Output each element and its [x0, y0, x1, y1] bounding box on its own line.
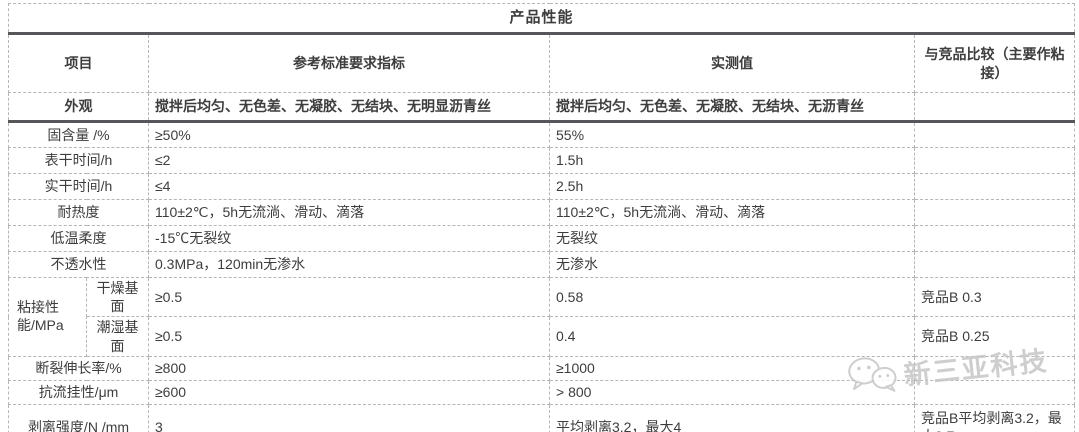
- table-row-solid-content: 固含量 /% ≥50% 55%: [8, 121, 1076, 148]
- row-label: 低温柔度: [8, 225, 149, 252]
- standard-value: ≤2: [148, 147, 550, 174]
- measured-value: 2.5h: [549, 173, 915, 200]
- column-header-standard: 参考标准要求指标: [148, 33, 550, 93]
- row-label: 表干时间/h: [8, 147, 149, 174]
- row-label: 不透水性: [8, 251, 149, 278]
- comparison-value: [913, 92, 1076, 123]
- measured-value: 0.58: [549, 276, 915, 318]
- table-row-hard-dry-time: 实干时间/h ≤4 2.5h: [8, 173, 1076, 200]
- standard-value: ≥50%: [148, 121, 550, 148]
- row-label: 耐热度: [8, 199, 149, 226]
- measured-value: 无渗水: [549, 251, 915, 278]
- sub-row-label: 潮湿基面: [86, 316, 149, 357]
- comparison-value: 竞品B平均剥离3.2，最大3.7: [913, 403, 1076, 432]
- comparison-value: [913, 355, 1076, 381]
- standard-value: ≥800: [148, 355, 550, 381]
- standard-value: ≤4: [148, 173, 550, 200]
- comparison-value: [913, 379, 1076, 405]
- table-row-peel-strength: 剥离强度/N /mm 3 平均剥离3.2，最大4 竞品B平均剥离3.2，最大3.…: [8, 403, 1076, 432]
- table-row-surface-dry-time: 表干时间/h ≤2 1.5h: [8, 147, 1076, 174]
- table-row-sag-resistance: 抗流挂性/μm ≥600 > 800: [8, 379, 1076, 405]
- comparison-value: 竞品B 0.25: [913, 316, 1076, 357]
- standard-value: 110±2℃，5h无流淌、滑动、滴落: [148, 199, 550, 226]
- measured-value: 0.4: [549, 316, 915, 357]
- table-title-row: 产品性能: [7, 3, 1076, 35]
- standard-value: ≥0.5: [148, 316, 550, 357]
- row-label: 实干时间/h: [8, 173, 149, 200]
- measured-value: 搅拌后均匀、无色差、无凝胶、无结块、无沥青丝: [549, 92, 915, 123]
- measured-value: 55%: [549, 121, 915, 148]
- table-header-row: 项目 参考标准要求指标 实测值 与竞品比较（主要作粘接）: [8, 33, 1076, 93]
- table-row-adhesion-wet: 潮湿基面 ≥0.5 0.4 竞品B 0.25: [9, 316, 1076, 357]
- measured-value: > 800: [549, 379, 915, 405]
- row-label: 剥离强度/N /mm: [8, 403, 149, 432]
- standard-value: ≥0.5: [148, 276, 550, 318]
- sub-row-label: 干燥基面: [86, 276, 149, 318]
- measured-value: 平均剥离3.2，最大4: [549, 403, 915, 432]
- table-row-appearance: 外观 搅拌后均匀、无色差、无凝胶、无结块、无明显沥青丝 搅拌后均匀、无色差、无凝…: [8, 92, 1076, 123]
- column-header-comparison: 与竞品比较（主要作粘接）: [913, 33, 1076, 93]
- standard-value: -15℃无裂纹: [148, 225, 550, 252]
- column-header-measured: 实测值: [549, 33, 915, 93]
- table-row-elongation: 断裂伸长率/% ≥800 ≥1000: [8, 355, 1076, 381]
- table-row-adhesion-dry: 粘接性能/MPa 干燥基面 ≥0.5 0.58 竞品B 0.3: [8, 276, 1076, 357]
- table-row-impermeability: 不透水性 0.3MPa，120min无渗水 无渗水: [8, 251, 1076, 278]
- row-label-adhesion: 粘接性能/MPa: [8, 277, 87, 357]
- measured-value: 无裂纹: [549, 225, 915, 252]
- comparison-value: 竞品B 0.3: [913, 276, 1076, 318]
- measured-value: 110±2℃，5h无流淌、滑动、滴落: [549, 199, 915, 226]
- comparison-value: [913, 173, 1076, 200]
- table-row-heat-resistance: 耐热度 110±2℃，5h无流淌、滑动、滴落 110±2℃，5h无流淌、滑动、滴…: [8, 199, 1076, 226]
- standard-value: 0.3MPa，120min无渗水: [148, 251, 550, 278]
- measured-value: ≥1000: [549, 355, 915, 381]
- table-row-low-temp-flexibility: 低温柔度 -15℃无裂纹 无裂纹: [8, 225, 1076, 252]
- row-label: 固含量 /%: [8, 121, 149, 148]
- row-label: 外观: [8, 92, 149, 123]
- column-header-item: 项目: [8, 33, 149, 93]
- row-label: 断裂伸长率/%: [8, 355, 149, 381]
- comparison-value: [913, 251, 1076, 278]
- standard-value: 3: [148, 403, 550, 432]
- product-performance-table: 产品性能 项目 参考标准要求指标 实测值 与竞品比较（主要作粘接） 外观 搅拌后…: [7, 3, 1076, 432]
- standard-value: 搅拌后均匀、无色差、无凝胶、无结块、无明显沥青丝: [148, 92, 550, 123]
- measured-value: 1.5h: [549, 147, 915, 174]
- comparison-value: [913, 121, 1076, 148]
- comparison-value: [913, 225, 1076, 252]
- comparison-value: [913, 147, 1076, 174]
- standard-value: ≥600: [148, 379, 550, 405]
- comparison-value: [913, 199, 1076, 226]
- row-label: 抗流挂性/μm: [8, 379, 149, 405]
- table-title: 产品性能: [7, 3, 1076, 35]
